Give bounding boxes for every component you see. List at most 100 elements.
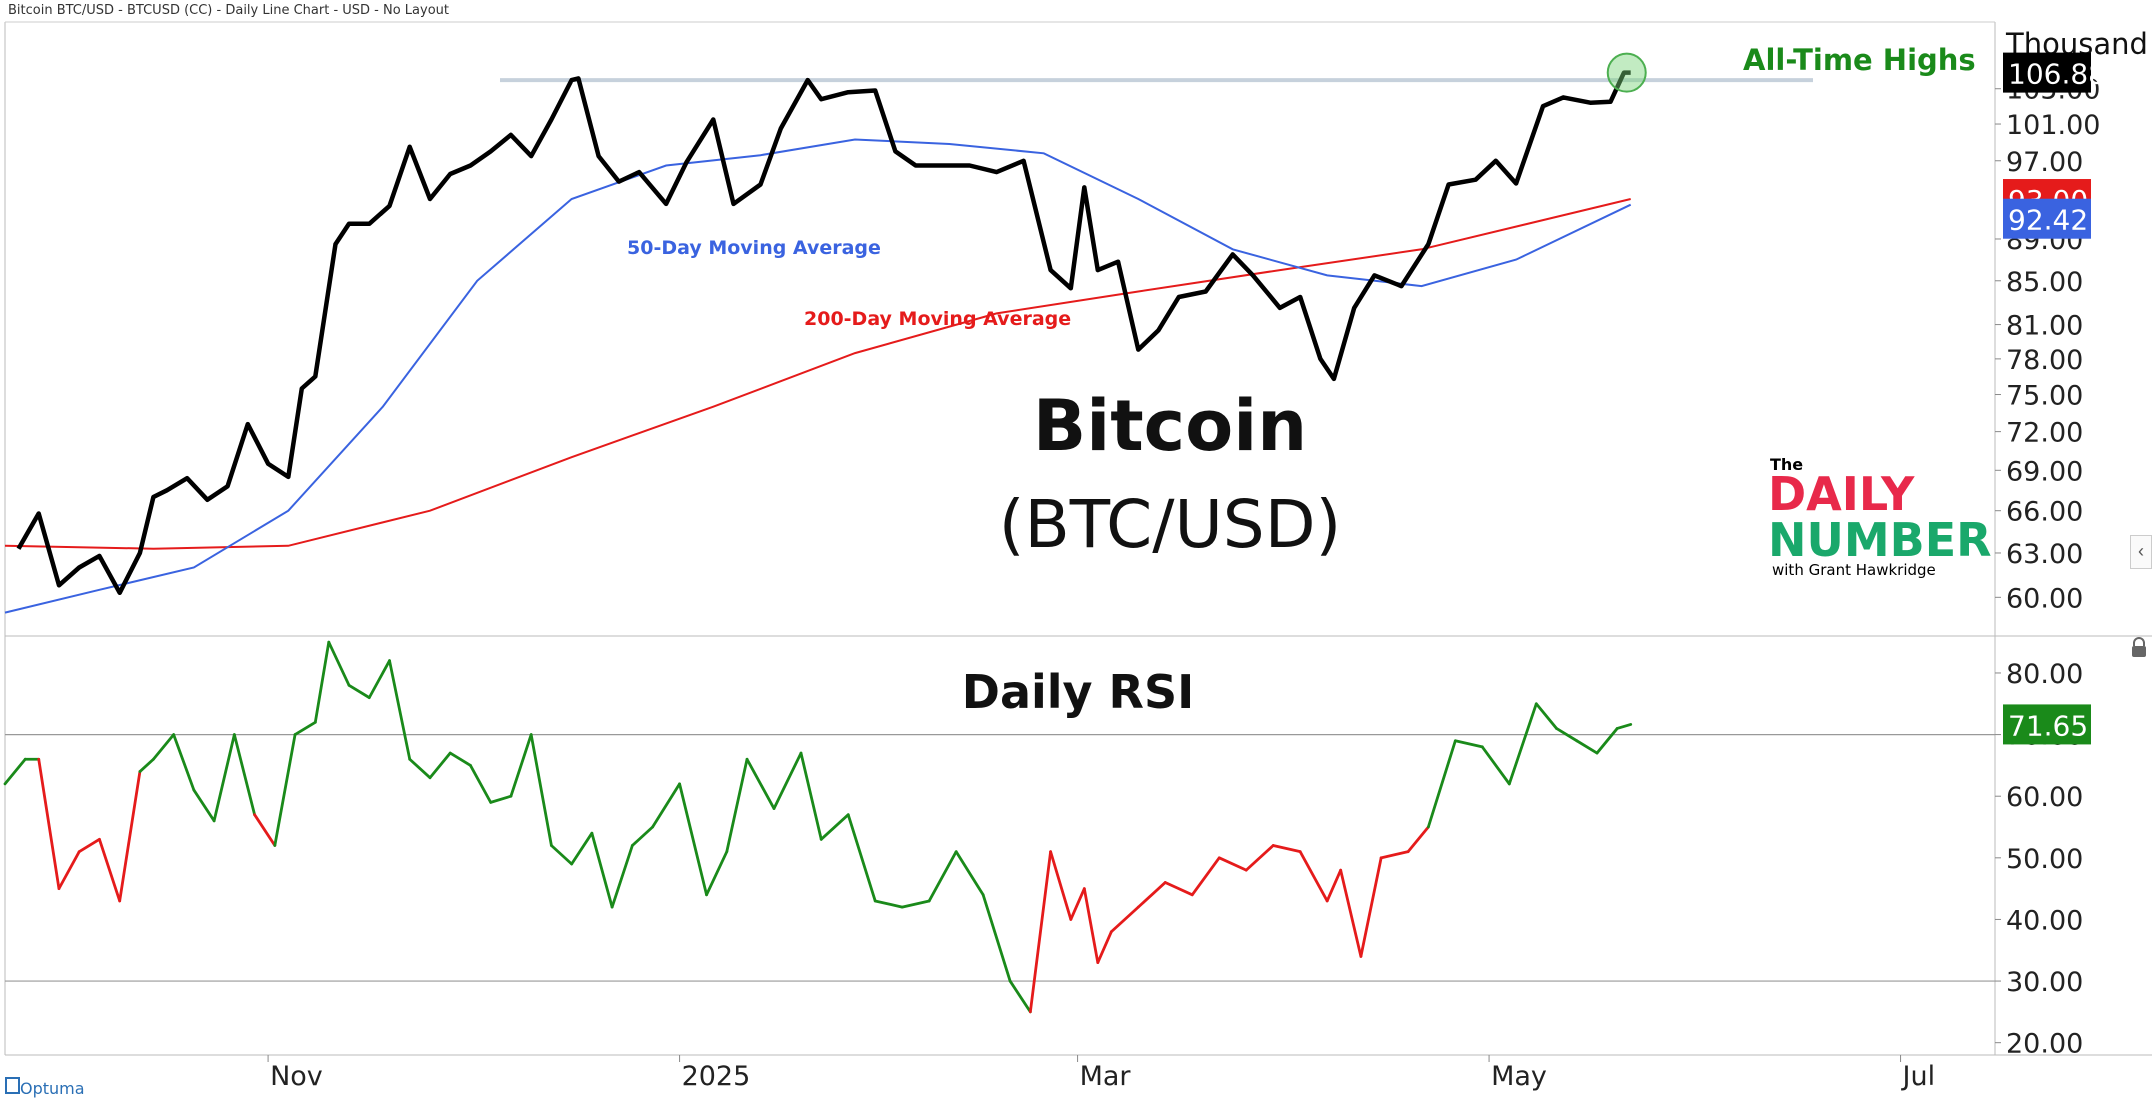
- rsi-segment: [1049, 850, 1073, 921]
- rsi-segment: [1406, 825, 1430, 854]
- rsi-segment: [1028, 850, 1052, 1014]
- rsi-segment: [367, 659, 391, 700]
- rsi-segment: [98, 837, 122, 903]
- rsi-segment: [1534, 702, 1558, 730]
- rsi-segment: [1453, 739, 1484, 749]
- ma200-legend-label: 200-Day Moving Average: [804, 308, 1071, 330]
- price-tag-box: [2003, 198, 2091, 239]
- price-y-tick-label: 66.00: [2006, 497, 2083, 528]
- rsi-segment: [448, 751, 472, 767]
- rsi-y-tick-label: 30.00: [2006, 967, 2083, 998]
- lock-icon[interactable]: [2130, 636, 2148, 658]
- optuma-logo-icon: [5, 1077, 20, 1094]
- rsi-segment: [529, 733, 553, 847]
- rsi-segment: [1244, 844, 1275, 872]
- daily-number-logo: The DAILY NUMBER with Grant Hawkridge: [1768, 455, 1992, 579]
- rsi-segment: [1339, 868, 1363, 958]
- ma50-legend-label: 50-Day Moving Average: [627, 237, 881, 259]
- price-y-tick-label: 75.00: [2006, 381, 2083, 412]
- rsi-y-tick-label: 20.00: [2006, 1029, 2083, 1060]
- price-y-tick-label: 63.00: [2006, 539, 2083, 570]
- all-time-high-marker: [1606, 52, 1647, 93]
- rsi-segment: [118, 770, 142, 903]
- ma200-series-line: [4, 198, 1631, 550]
- rsi-segment: [1190, 856, 1221, 897]
- rsi-segment: [1109, 905, 1140, 934]
- rsi-segment: [981, 893, 1012, 983]
- logo-the: The: [1770, 455, 1803, 474]
- price-series-line: [16, 70, 1631, 596]
- rsi-y-tick-label: 60.00: [2006, 782, 2083, 813]
- price-tag-label: 92.42: [2008, 204, 2088, 237]
- rsi-series: [3, 640, 1633, 1014]
- rsi-segment: [1163, 881, 1194, 897]
- rsi-segment: [1325, 868, 1343, 903]
- rsi-segment: [873, 899, 904, 909]
- rsi-segment: [954, 850, 985, 897]
- rsi-segment: [1217, 856, 1248, 872]
- rsi-tag-label: 71.65: [2008, 709, 2088, 742]
- rsi-segment: [428, 751, 452, 780]
- rsi-segment: [846, 813, 877, 903]
- rsi-segment: [172, 733, 196, 792]
- rsi-segment: [1555, 727, 1579, 743]
- x-tick-label: Jul: [1901, 1061, 1936, 1092]
- rsi-segment: [232, 733, 256, 817]
- rsi-segment: [745, 757, 776, 810]
- date-x-axis: Nov 2025 Mar May Jul: [267, 1055, 1936, 1092]
- rsi-segment: [610, 844, 634, 909]
- optuma-brand-label: Optuma: [20, 1079, 85, 1098]
- rsi-segment: [799, 751, 823, 841]
- collapse-panel-chevron-icon[interactable]: ‹: [2130, 535, 2152, 569]
- rsi-segment: [772, 751, 803, 810]
- x-tick-label: May: [1491, 1061, 1547, 1092]
- rsi-reference-lines: [5, 733, 1995, 982]
- rsi-segment: [705, 850, 729, 897]
- rsi-segment: [550, 844, 574, 866]
- rsi-segment: [152, 733, 176, 761]
- rsi-segment: [1507, 702, 1538, 786]
- price-tags: 106.8893.0092.42: [2003, 52, 2106, 239]
- rsi-segment: [138, 757, 155, 773]
- rsi-segment: [57, 850, 81, 891]
- rsi-segment: [1595, 727, 1619, 755]
- rsi-segment: [1426, 739, 1457, 829]
- chart-title: Bitcoin: [1033, 385, 1307, 467]
- price-tag-label: 106.88: [2008, 58, 2106, 91]
- rsi-segment: [1298, 850, 1329, 903]
- price-y-tick-label: 60.00: [2006, 583, 2083, 614]
- price-y-tick-label: 69.00: [2006, 456, 2083, 487]
- chart-subtitle: (BTC/USD): [999, 486, 1342, 563]
- rsi-segment: [509, 733, 533, 798]
- price-y-axis: 60.00 63.00 66.00 69.00 72.00 75.00 78.0081.00…: [1995, 75, 2100, 614]
- rsi-segment: [725, 757, 749, 854]
- rsi-segment: [590, 831, 614, 909]
- rsi-segment: [1615, 723, 1633, 730]
- panel-frames: [4, 21, 2152, 1056]
- price-y-tick-label: 101.00: [2006, 110, 2100, 141]
- rsi-segment: [1480, 745, 1511, 786]
- rsi-segment: [1271, 844, 1302, 854]
- logo-daily: DAILY: [1768, 467, 1915, 521]
- x-tick-label: 2025: [682, 1061, 751, 1092]
- all-time-highs-label: All-Time Highs: [1743, 43, 1976, 77]
- rsi-y-tick-label: 40.00: [2006, 905, 2083, 936]
- price-tag-box: [2003, 52, 2091, 93]
- price-y-tick-label: 72.00: [2006, 418, 2083, 449]
- rsi-segment: [408, 757, 432, 780]
- rsi-segment: [1008, 979, 1032, 1014]
- rsi-segment: [212, 733, 236, 823]
- rsi-tag-box: [2003, 704, 2091, 745]
- rsi-segment: [469, 763, 493, 804]
- rsi-segment: [327, 640, 351, 687]
- rsi-y-tick-label: 80.00: [2006, 659, 2083, 690]
- rsi-segment: [651, 782, 681, 829]
- rsi-segment: [37, 757, 61, 891]
- rsi-segment: [900, 899, 931, 909]
- chart-header-title: Bitcoin BTC/USD - BTCUSD (CC) - Daily Li…: [8, 3, 450, 18]
- price-y-tick-label: 97.00: [2006, 147, 2083, 178]
- rsi-segment: [570, 831, 594, 866]
- x-tick-label: Nov: [270, 1061, 323, 1092]
